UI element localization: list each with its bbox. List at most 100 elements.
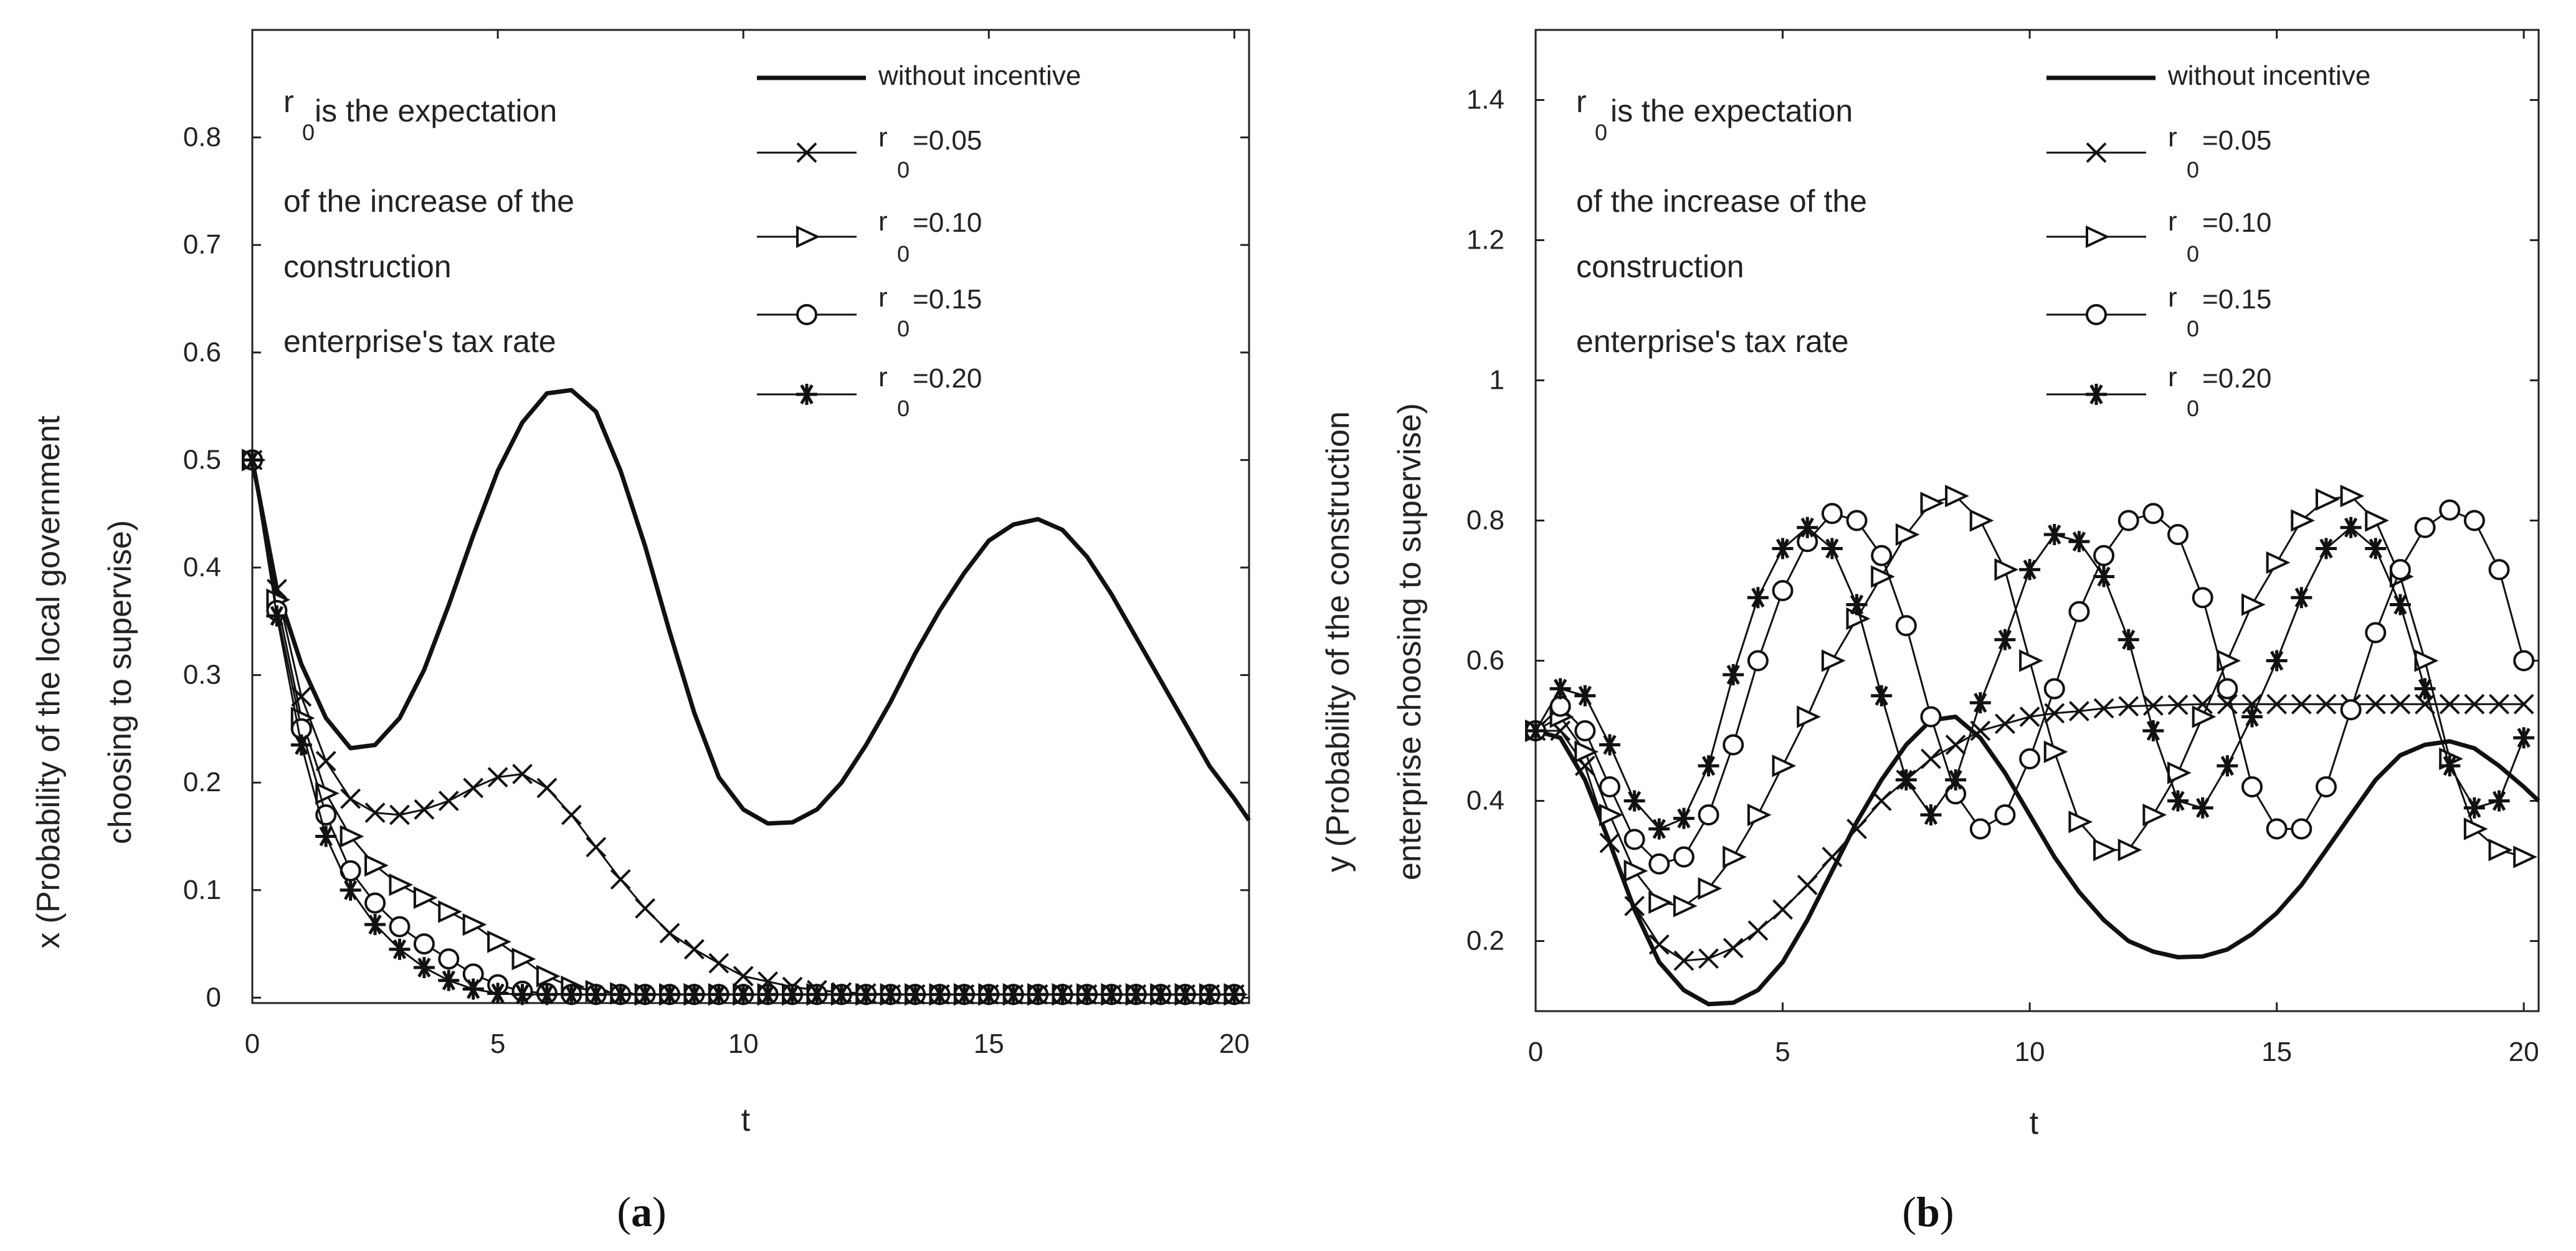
- point-a-4-32: [1027, 984, 1049, 1006]
- point-b-2-17: [1945, 484, 1969, 508]
- point-a-3-8: [438, 948, 460, 970]
- point-b-2-2: [1574, 740, 1599, 763]
- legend-marker-x-4: [2086, 142, 2107, 163]
- point-b-1-16: [1921, 748, 1941, 769]
- point-b-4-9: [1747, 587, 1769, 609]
- series-b-0: [1535, 715, 2540, 1007]
- point-b-3-7: [1698, 804, 1719, 825]
- point-a-1-7-b: [414, 799, 435, 820]
- point-b-4-30: [2266, 650, 2288, 672]
- point-b-1-30: [2266, 693, 2288, 715]
- point-b-2-27: [2192, 705, 2217, 728]
- point-a-1-3: [315, 751, 336, 772]
- point-b-2-20: [2019, 649, 2043, 672]
- point-b-2-18: [1969, 509, 1994, 532]
- annotation-a-r: r: [283, 84, 294, 119]
- point-b-2-9: [1747, 803, 1772, 827]
- point-b-4-31: [2291, 587, 2312, 609]
- point-b-4-28: [2217, 755, 2238, 777]
- point-a-2-12: [536, 964, 561, 987]
- point-a-4-34: [1076, 984, 1098, 1006]
- point-b-4-10: [1772, 538, 1794, 559]
- point-a-1-18-b: [683, 939, 705, 960]
- point-b-3-29: [2241, 776, 2263, 797]
- point-b-1-22: [2068, 701, 2089, 721]
- point-a-1-15-b: [610, 869, 631, 890]
- point-b-2-12: [1821, 649, 1846, 672]
- point-b-1-35: [2390, 693, 2411, 715]
- legend-a: without incentive r 0 =0.05 r 0 =0.10 r …: [757, 60, 1081, 421]
- point-a-1-13: [561, 804, 582, 825]
- legend-b-sub-020: 0: [2187, 396, 2199, 421]
- point-a-4-39: [1199, 984, 1220, 1006]
- panel-a: 0 5 10 15 20 0 0.1 0.2 0.3 0.4 0.5 0.6 0.7 0.8 t x (P…: [31, 29, 1251, 1235]
- y-tick-label-b-2: 0.6: [1466, 645, 1504, 676]
- point-b-1-22-b: [2068, 701, 2089, 721]
- legend-a-label-without: without incentive: [878, 60, 1081, 91]
- point-b-4-5: [1648, 818, 1670, 840]
- point-b-1-6-b: [1673, 950, 1694, 971]
- point-b-3-26: [2167, 524, 2189, 545]
- point-b-4-39: [2488, 790, 2510, 812]
- point-b-2-19: [1994, 558, 2019, 581]
- y-tick-label-b-5: 1.2: [1466, 225, 1504, 255]
- point-b-1-12: [1822, 847, 1843, 867]
- point-a-4-20: [733, 984, 754, 1006]
- point-b-1-21-b: [2044, 703, 2065, 724]
- panel-b: 0 5 10 15 20 0.2 0.4 0.6 0.8 1 1.2 1.4 t y (Probabi…: [1320, 29, 2540, 1235]
- y-tick-label-a-2: 0.2: [183, 767, 221, 797]
- y-tick-label-a-1: 0.1: [183, 875, 221, 905]
- point-b-1-31-b: [2291, 693, 2312, 715]
- point-a-1-7: [414, 799, 435, 820]
- point-b-2-14: [1871, 565, 1895, 588]
- point-b-3-34: [2365, 622, 2387, 644]
- point-a-4-14: [585, 984, 607, 1006]
- annotation-a-line3: construction: [283, 249, 452, 284]
- point-b-2-36: [2414, 649, 2439, 672]
- point-b-1-17-b: [1945, 735, 1966, 755]
- point-b-1-24: [2118, 696, 2139, 717]
- point-b-1-18-b: [1970, 720, 1991, 741]
- point-b-2-25: [2142, 803, 2167, 827]
- point-a-4-4: [340, 879, 361, 901]
- point-a-2-5: [364, 854, 389, 877]
- legend-a-val-010: =0.10: [913, 207, 982, 238]
- y-tick-label-b-4: 1: [1490, 365, 1504, 396]
- point-b-3-31: [2291, 818, 2312, 840]
- point-a-1-19: [708, 953, 730, 974]
- point-a-1-17: [659, 923, 680, 944]
- legend-a-r-005: r: [878, 122, 888, 153]
- point-b-3-28: [2217, 678, 2238, 700]
- x-tick-label-a-0: 0: [245, 1029, 260, 1059]
- y-tick-label-a-4: 0.4: [183, 552, 221, 583]
- point-b-1-24-b: [2118, 696, 2139, 717]
- point-b-2-34: [2365, 509, 2389, 532]
- point-a-4-1: [266, 605, 288, 627]
- point-b-1-4-b: [1624, 895, 1645, 916]
- point-b-1-20: [2019, 706, 2040, 727]
- point-b-3-15: [1895, 615, 1917, 637]
- point-b-4-13: [1846, 594, 1868, 616]
- series-a-4: [242, 449, 1245, 1006]
- point-b-2-7: [1698, 877, 1723, 900]
- point-a-4-21: [757, 984, 779, 1006]
- point-b-2-6: [1673, 895, 1698, 918]
- point-a-1-13-b: [561, 804, 582, 825]
- point-a-4-35: [1101, 984, 1123, 1006]
- point-a-4-16: [634, 984, 656, 1006]
- point-b-4-7: [1698, 755, 1719, 777]
- point-a-1-5-b: [364, 802, 386, 823]
- legend-b-r-005: r: [2168, 122, 2177, 153]
- point-b-1-16-b: [1921, 748, 1941, 769]
- point-a-1-17-b: [659, 923, 680, 944]
- point-b-3-33: [2340, 699, 2362, 721]
- y-tick-label-a-8: 0.8: [183, 122, 221, 153]
- point-b-3-5: [1648, 853, 1670, 875]
- point-a-4-24: [830, 984, 852, 1006]
- series-group-a: [242, 388, 1251, 1006]
- y-tick-label-a-7: 0.7: [183, 229, 221, 260]
- point-b-1-37-b: [2439, 693, 2460, 715]
- point-b-1-6: [1673, 950, 1694, 971]
- legend-b-r-010: r: [2168, 206, 2177, 237]
